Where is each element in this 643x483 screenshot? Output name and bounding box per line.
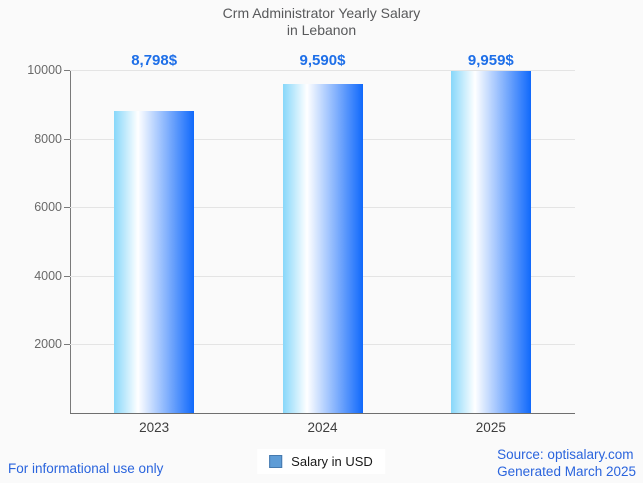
y-axis-label-2000: 2000 [34,337,62,352]
x-axis-line [70,413,575,414]
disclaimer-text: For informational use only [8,461,164,476]
chart-title-line1: Crm Administrator Yearly Salary [222,5,421,21]
legend: Salary in USD [257,449,385,474]
plot-area [64,70,575,413]
gridline-10000 [70,70,575,71]
legend-label: Salary in USD [291,454,373,469]
source-block: Source: optisalary.com Generated March 2… [497,446,636,480]
value-label-2024: 9,590$ [299,52,346,69]
x-axis-label-2025: 2025 [475,420,506,435]
y-axis-label-4000: 4000 [34,268,62,283]
y-axis-line [70,70,71,413]
y-axis-label-6000: 6000 [34,200,62,215]
y-tick-6000 [64,207,70,209]
y-axis-label-8000: 8000 [34,131,62,146]
bar-2024[interactable] [282,84,363,413]
x-axis-label-2024: 2024 [307,420,338,435]
chart-title-line2: in Lebanon [286,22,357,38]
bar-2023[interactable] [114,111,195,413]
y-tick-8000 [64,138,70,140]
value-label-2023: 8,798$ [131,52,178,69]
y-axis-label-10000: 10000 [27,63,62,77]
source-text: Source: optisalary.com [497,447,634,462]
legend-swatch-icon [269,455,283,468]
y-tick-10000 [64,70,70,71]
x-axis-label-2023: 2023 [139,420,170,435]
bar-2025[interactable] [450,71,531,413]
generated-text: Generated March 2025 [497,464,636,479]
y-tick-4000 [64,275,70,277]
y-tick-2000 [64,344,70,346]
chart-title: Crm Administrator Yearly Salary in Leban… [0,5,643,39]
value-label-2025: 9,959$ [467,52,514,69]
